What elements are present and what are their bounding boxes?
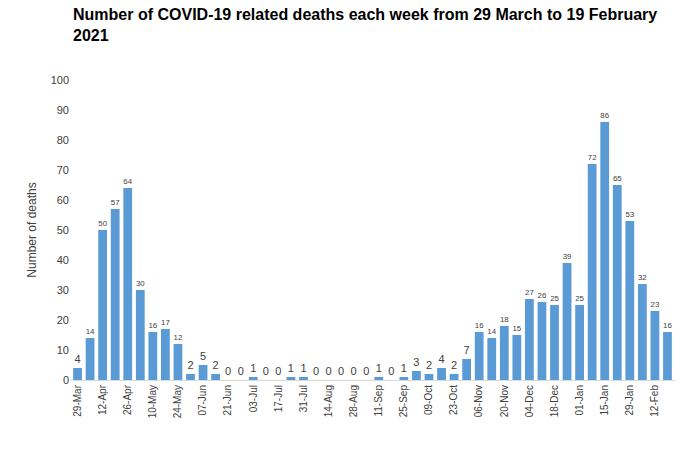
svg-text:30: 30: [57, 284, 69, 296]
svg-text:10: 10: [57, 344, 69, 356]
svg-text:12: 12: [174, 333, 183, 342]
svg-text:100: 100: [51, 74, 69, 86]
svg-text:26-Apr: 26-Apr: [122, 384, 133, 415]
svg-text:0: 0: [388, 365, 394, 377]
svg-text:20: 20: [57, 314, 69, 326]
svg-text:14-Aug: 14-Aug: [323, 385, 334, 417]
svg-text:25: 25: [550, 294, 559, 303]
svg-text:57: 57: [111, 198, 120, 207]
svg-text:65: 65: [613, 174, 622, 183]
svg-text:32: 32: [638, 273, 647, 282]
svg-text:16: 16: [663, 321, 672, 330]
svg-text:15: 15: [512, 324, 521, 333]
svg-text:24-May: 24-May: [172, 385, 183, 418]
svg-text:16: 16: [475, 321, 484, 330]
svg-text:14: 14: [487, 327, 496, 336]
svg-text:18-Dec: 18-Dec: [549, 385, 560, 417]
svg-text:70: 70: [57, 164, 69, 176]
svg-text:50: 50: [57, 224, 69, 236]
svg-text:26: 26: [538, 291, 547, 300]
svg-text:64: 64: [123, 177, 132, 186]
svg-text:7: 7: [464, 344, 470, 356]
svg-text:21-Jun: 21-Jun: [222, 385, 233, 416]
svg-text:80: 80: [57, 134, 69, 146]
svg-text:0: 0: [363, 365, 369, 377]
svg-text:50: 50: [98, 219, 107, 228]
svg-text:29-Jan: 29-Jan: [624, 385, 635, 416]
svg-text:1: 1: [300, 362, 306, 374]
svg-text:14: 14: [86, 327, 95, 336]
svg-text:07-Jun: 07-Jun: [197, 385, 208, 416]
svg-text:0: 0: [238, 365, 244, 377]
svg-text:0: 0: [225, 365, 231, 377]
svg-text:Number of deaths: Number of deaths: [25, 182, 39, 277]
svg-text:11-Sep: 11-Sep: [373, 385, 384, 417]
svg-text:2: 2: [187, 359, 193, 371]
svg-text:0: 0: [63, 374, 69, 386]
svg-text:4: 4: [438, 353, 444, 365]
svg-text:2: 2: [426, 359, 432, 371]
svg-text:17-Jul: 17-Jul: [273, 385, 284, 412]
svg-text:60: 60: [57, 194, 69, 206]
svg-text:72: 72: [588, 153, 597, 162]
svg-text:86: 86: [600, 111, 609, 120]
svg-text:53: 53: [625, 210, 634, 219]
svg-text:16: 16: [148, 321, 157, 330]
svg-text:90: 90: [57, 104, 69, 116]
svg-text:29-Mar: 29-Mar: [72, 384, 83, 416]
svg-text:1: 1: [401, 362, 407, 374]
svg-text:20-Nov: 20-Nov: [499, 385, 510, 417]
svg-text:3: 3: [413, 356, 419, 368]
svg-text:04-Dec: 04-Dec: [524, 385, 535, 417]
svg-text:03-Jul: 03-Jul: [248, 385, 259, 412]
svg-text:28-Aug: 28-Aug: [348, 385, 359, 417]
svg-text:23-Oct: 23-Oct: [448, 385, 459, 415]
svg-text:23: 23: [651, 300, 660, 309]
svg-text:40: 40: [57, 254, 69, 266]
svg-text:30: 30: [136, 279, 145, 288]
svg-text:25: 25: [575, 294, 584, 303]
svg-text:12-Apr: 12-Apr: [97, 384, 108, 415]
svg-text:25-Sep: 25-Sep: [398, 385, 409, 418]
svg-text:10-May: 10-May: [147, 385, 158, 418]
svg-text:18: 18: [500, 315, 509, 324]
svg-text:0: 0: [275, 365, 281, 377]
svg-text:0: 0: [351, 365, 357, 377]
svg-text:0: 0: [313, 365, 319, 377]
svg-text:1: 1: [288, 362, 294, 374]
svg-text:12-Feb: 12-Feb: [649, 385, 660, 417]
svg-text:17: 17: [161, 318, 170, 327]
svg-text:27: 27: [525, 288, 534, 297]
svg-text:0: 0: [326, 365, 332, 377]
svg-text:1: 1: [250, 362, 256, 374]
svg-text:0: 0: [338, 365, 344, 377]
svg-text:5: 5: [200, 350, 206, 362]
svg-text:Number of COVID-19 related dea: Number of COVID-19 related deaths each w…: [73, 6, 657, 44]
svg-text:1: 1: [376, 362, 382, 374]
svg-text:15-Jan: 15-Jan: [599, 385, 610, 416]
svg-text:2: 2: [451, 359, 457, 371]
svg-text:4: 4: [74, 353, 80, 365]
svg-text:09-Oct: 09-Oct: [423, 385, 434, 415]
svg-text:06-Nov: 06-Nov: [473, 385, 484, 417]
svg-text:01-Jan: 01-Jan: [574, 385, 585, 416]
svg-text:31-Jul: 31-Jul: [298, 385, 309, 412]
svg-text:0: 0: [263, 365, 269, 377]
svg-text:39: 39: [563, 252, 572, 261]
svg-text:2: 2: [213, 359, 219, 371]
